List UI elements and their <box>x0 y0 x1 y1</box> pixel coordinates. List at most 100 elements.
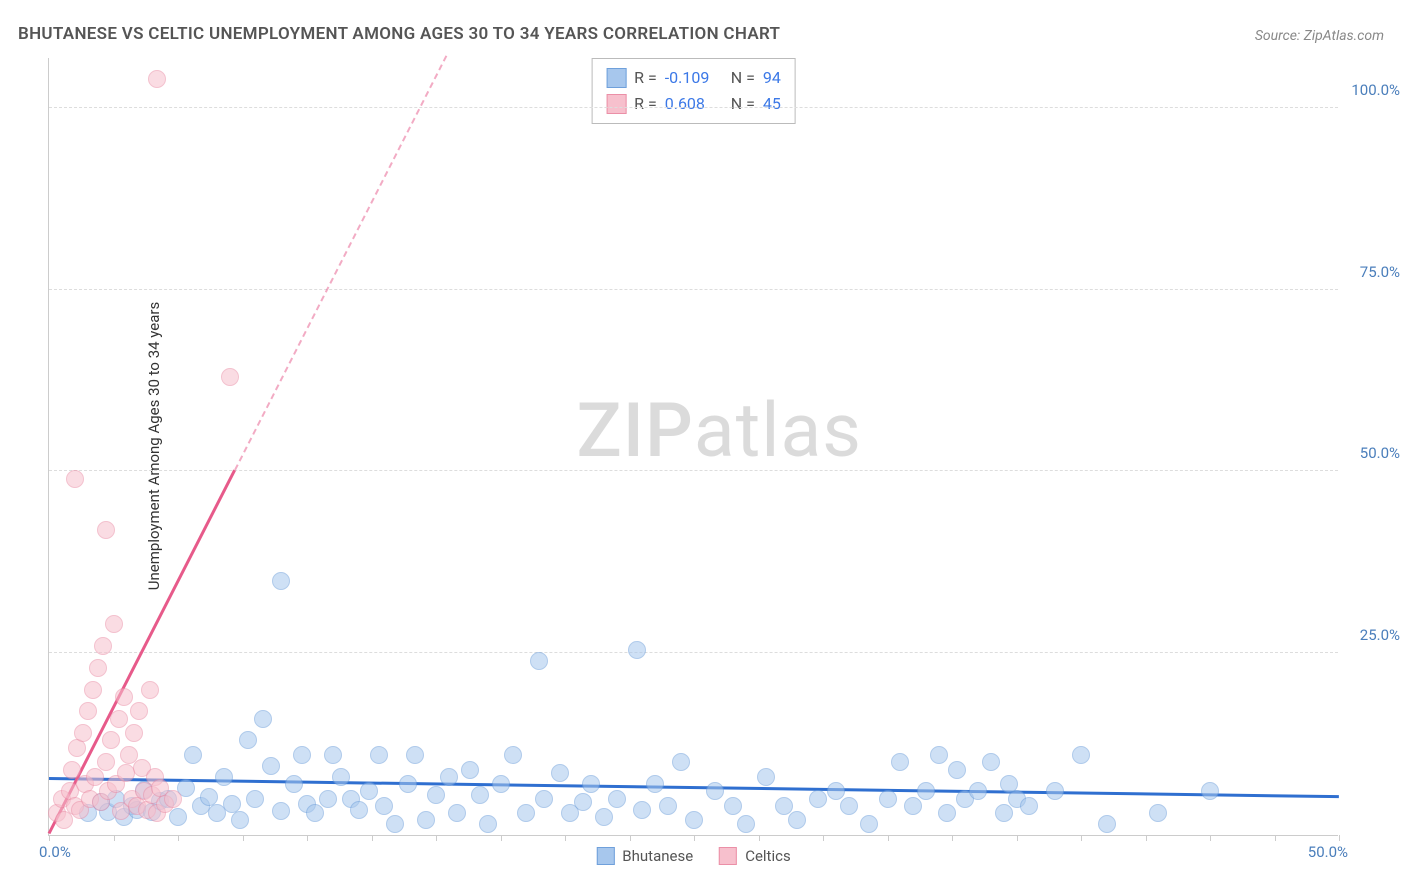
x-tick <box>565 835 566 841</box>
legend-r-value: -0.109 <box>665 65 723 91</box>
x-tick <box>759 835 760 841</box>
legend-n-value: 94 <box>763 65 781 91</box>
data-point <box>1046 782 1064 800</box>
data-point <box>891 753 909 771</box>
x-tick <box>694 835 695 841</box>
data-point <box>360 782 378 800</box>
y-tick-label: 100.0% <box>1351 81 1400 99</box>
data-point <box>97 521 115 539</box>
data-point <box>148 70 166 88</box>
data-point <box>215 768 233 786</box>
data-point <box>130 702 148 720</box>
data-point <box>775 797 793 815</box>
trend-line <box>49 777 1339 798</box>
data-point <box>633 801 651 819</box>
data-point <box>375 797 393 815</box>
gridline <box>49 289 1338 290</box>
legend-r-label: R = <box>634 65 657 91</box>
data-point <box>969 782 987 800</box>
data-point <box>827 782 845 800</box>
data-point <box>440 768 458 786</box>
x-tick <box>1081 835 1082 841</box>
data-point <box>685 811 703 829</box>
data-point <box>948 761 966 779</box>
data-point <box>386 815 404 833</box>
y-tick-label: 75.0% <box>1360 263 1400 281</box>
data-point <box>66 470 84 488</box>
x-tick <box>1146 835 1147 841</box>
data-point <box>659 797 677 815</box>
data-point <box>84 681 102 699</box>
x-tick <box>823 835 824 841</box>
x-tick <box>49 835 50 841</box>
source-attribution: Source: ZipAtlas.com <box>1255 28 1384 44</box>
x-tick <box>307 835 308 841</box>
watermark-atlas: atlas <box>694 387 862 475</box>
legend-swatch <box>596 847 614 865</box>
data-point <box>125 724 143 742</box>
legend-swatch <box>719 847 737 865</box>
watermark-zip: ZIP <box>577 387 694 475</box>
data-point <box>672 753 690 771</box>
data-point <box>982 753 1000 771</box>
data-point <box>535 790 553 808</box>
gridline <box>49 652 1338 653</box>
data-point <box>231 811 249 829</box>
data-point <box>246 790 264 808</box>
data-point <box>399 775 417 793</box>
legend-item: Celtics <box>719 847 791 865</box>
data-point <box>757 768 775 786</box>
data-point <box>406 746 424 764</box>
legend-series-label: Bhutanese <box>622 847 693 865</box>
data-point <box>517 804 535 822</box>
data-point <box>105 615 123 633</box>
data-point <box>293 746 311 764</box>
data-point <box>184 746 202 764</box>
data-point <box>646 775 664 793</box>
data-point <box>221 368 239 386</box>
data-point <box>110 710 128 728</box>
legend-n-value: 45 <box>763 91 781 117</box>
data-point <box>1020 797 1038 815</box>
data-point <box>254 710 272 728</box>
x-tick <box>372 835 373 841</box>
data-point <box>574 793 592 811</box>
y-tick-label: 25.0% <box>1360 626 1400 644</box>
data-point <box>350 801 368 819</box>
legend-r-value: 0.608 <box>665 91 723 117</box>
data-point <box>79 702 97 720</box>
data-point <box>63 761 81 779</box>
x-tick <box>501 835 502 841</box>
data-point <box>285 775 303 793</box>
watermark: ZIPatlas <box>577 387 862 475</box>
data-point <box>492 775 510 793</box>
data-point <box>809 790 827 808</box>
data-point <box>582 775 600 793</box>
legend-n-label: N = <box>731 65 755 91</box>
gridline <box>49 107 1338 108</box>
data-point <box>448 804 466 822</box>
data-point <box>1149 804 1167 822</box>
data-point <box>595 808 613 826</box>
data-point <box>938 804 956 822</box>
x-tick <box>630 835 631 841</box>
data-point <box>370 746 388 764</box>
x-tick <box>952 835 953 841</box>
data-point <box>417 811 435 829</box>
x-tick <box>243 835 244 841</box>
x-tick <box>1339 835 1340 841</box>
data-point <box>860 815 878 833</box>
data-point <box>262 757 280 775</box>
legend-n-label: N = <box>731 91 755 117</box>
data-point <box>879 790 897 808</box>
data-point <box>706 782 724 800</box>
x-tick <box>1210 835 1211 841</box>
scatter-plot-area: ZIPatlas R =-0.109N =94R =0.608N =45 0.0… <box>48 58 1338 836</box>
data-point <box>471 786 489 804</box>
data-point <box>427 786 445 804</box>
data-point <box>1201 782 1219 800</box>
data-point <box>1098 815 1116 833</box>
x-tick <box>436 835 437 841</box>
data-point <box>74 724 92 742</box>
trend-line <box>234 56 447 471</box>
